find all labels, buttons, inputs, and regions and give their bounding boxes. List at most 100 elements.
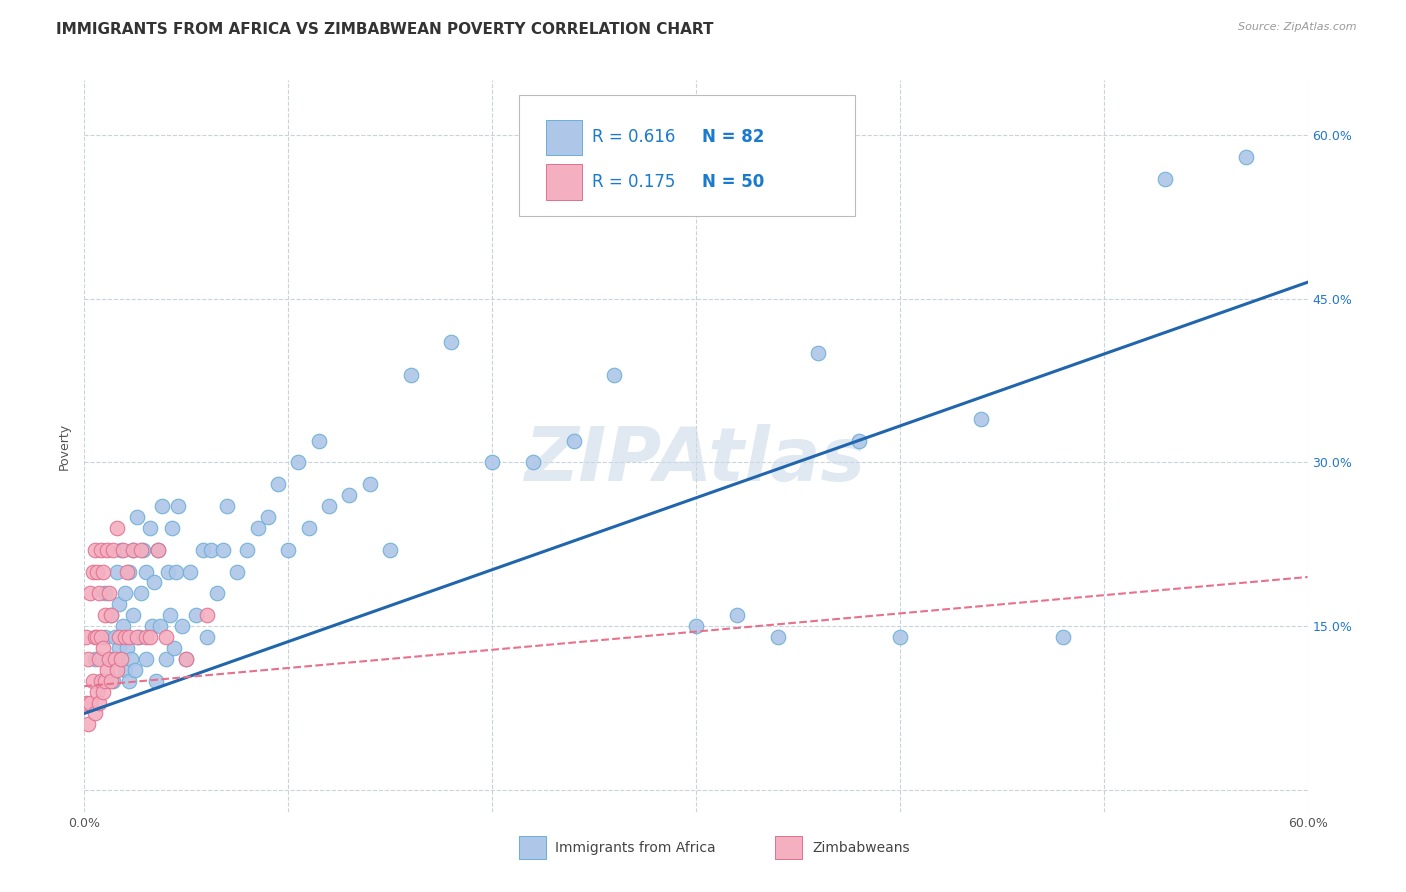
Point	[440, 335, 463, 350]
Point	[100, 608, 122, 623]
Point	[120, 652, 142, 666]
Point	[1154, 171, 1177, 186]
Point	[97, 652, 120, 666]
Point	[86, 565, 108, 579]
Point	[110, 652, 132, 666]
Point	[287, 455, 309, 469]
Point	[86, 684, 108, 698]
Point	[110, 542, 132, 557]
Point	[848, 434, 870, 448]
Point	[83, 542, 105, 557]
Point	[138, 630, 160, 644]
Point	[155, 652, 177, 666]
Point	[399, 368, 422, 382]
Point	[101, 673, 124, 688]
Point	[83, 630, 105, 644]
Point	[172, 619, 194, 633]
Point	[145, 673, 167, 688]
Point	[115, 640, 138, 655]
Point	[277, 542, 299, 557]
Point	[122, 542, 145, 557]
Point	[91, 565, 114, 579]
Point	[131, 586, 153, 600]
Point	[226, 565, 249, 579]
Point	[90, 673, 112, 688]
Point	[87, 696, 110, 710]
Point	[82, 673, 104, 688]
Point	[246, 521, 269, 535]
Point	[112, 542, 135, 557]
Point	[77, 717, 100, 731]
Point	[257, 510, 280, 524]
Point	[1052, 630, 1074, 644]
Point	[75, 696, 97, 710]
Point	[110, 652, 132, 666]
Point	[970, 411, 993, 425]
Point	[141, 619, 163, 633]
Point	[108, 640, 131, 655]
Point	[127, 630, 149, 644]
Point	[165, 565, 187, 579]
Point	[122, 608, 145, 623]
Point	[725, 608, 748, 623]
Point	[86, 630, 108, 644]
Point	[766, 630, 789, 644]
Point	[79, 586, 101, 600]
Bar	[776, 836, 803, 859]
Point	[138, 521, 160, 535]
Bar	[546, 164, 582, 200]
Point	[97, 652, 120, 666]
Point	[91, 684, 114, 698]
Point	[115, 565, 138, 579]
Point	[93, 673, 115, 688]
Point	[114, 630, 136, 644]
Point	[105, 565, 128, 579]
Point	[96, 663, 118, 677]
Point	[155, 630, 177, 644]
Point	[522, 455, 544, 469]
Point	[156, 565, 179, 579]
Point	[562, 434, 585, 448]
Point	[83, 706, 105, 721]
Point	[83, 652, 105, 666]
Point	[105, 663, 128, 677]
Point	[108, 630, 131, 644]
Point	[101, 542, 124, 557]
Point	[105, 521, 128, 535]
Y-axis label: Poverty: Poverty	[58, 423, 72, 469]
Point	[807, 346, 830, 360]
Point	[104, 630, 127, 644]
Point	[339, 488, 361, 502]
Point	[380, 542, 402, 557]
Point	[146, 542, 169, 557]
Point	[118, 673, 141, 688]
Bar	[519, 836, 546, 859]
Point	[118, 565, 141, 579]
Point	[118, 630, 141, 644]
Point	[135, 652, 157, 666]
Point	[603, 368, 626, 382]
Point	[195, 630, 218, 644]
Point	[127, 510, 149, 524]
Point	[96, 542, 118, 557]
Point	[93, 586, 115, 600]
FancyBboxPatch shape	[519, 95, 855, 216]
Point	[481, 455, 503, 469]
Point	[359, 477, 381, 491]
Point	[90, 630, 112, 644]
Point	[87, 652, 110, 666]
Point	[93, 608, 115, 623]
Text: Zimbabweans: Zimbabweans	[813, 840, 910, 855]
Point	[200, 542, 222, 557]
Point	[132, 542, 155, 557]
Point	[267, 477, 290, 491]
Point	[97, 586, 120, 600]
Point	[124, 663, 146, 677]
Point	[150, 499, 173, 513]
Point	[1236, 150, 1258, 164]
Point	[195, 608, 218, 623]
Text: N = 82: N = 82	[702, 128, 765, 146]
Point	[142, 575, 165, 590]
Text: R = 0.616: R = 0.616	[592, 128, 675, 146]
Point	[93, 630, 115, 644]
